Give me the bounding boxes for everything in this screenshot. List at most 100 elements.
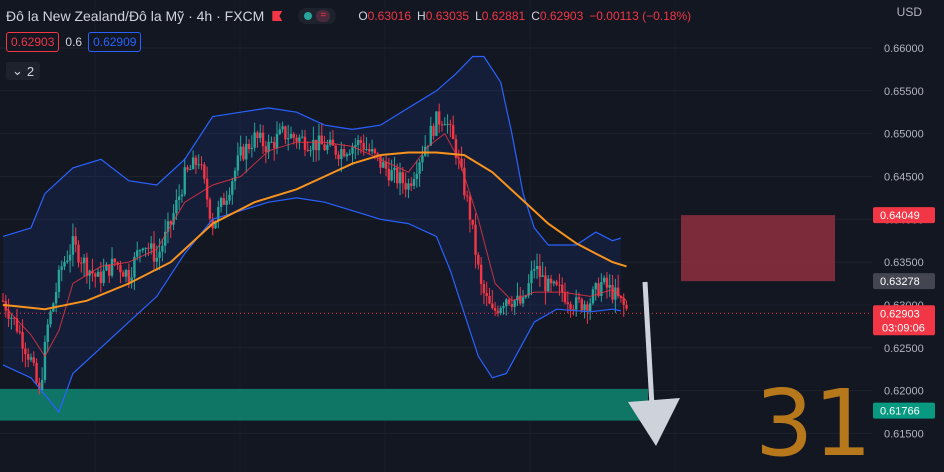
candle-body [177, 196, 181, 201]
candle-body [214, 220, 217, 229]
candle-body [138, 250, 142, 252]
candle-body [549, 278, 553, 284]
candle-body [136, 250, 139, 257]
candle-body [547, 278, 550, 292]
candle-body [91, 270, 94, 274]
candle-body [163, 231, 167, 246]
candle-body [454, 139, 458, 158]
candle-body [468, 196, 472, 220]
candle-body [225, 200, 228, 205]
candle-body [275, 133, 279, 149]
candle-body [264, 146, 268, 152]
candle-body [38, 382, 41, 390]
candle-body [312, 139, 315, 150]
candle-body [337, 154, 340, 160]
candle-body [574, 297, 578, 310]
candle-body [32, 357, 35, 363]
candle-body [524, 295, 528, 298]
candle-body [384, 161, 388, 169]
spread-value: 0.6 [65, 35, 83, 49]
candle-body [172, 213, 175, 225]
candle-body [465, 195, 469, 197]
candle-body [530, 270, 533, 284]
symbol-title[interactable]: Đô la New Zealand/Đô la Mỹ · 4h · FXCM [6, 8, 265, 24]
candle-body [152, 243, 156, 262]
candle-body [580, 299, 583, 311]
candle-body [558, 284, 561, 286]
candle-body [54, 292, 58, 304]
candle-body [110, 258, 114, 276]
candle-body [222, 198, 226, 205]
candle-body [80, 262, 83, 264]
candle-body [108, 264, 111, 276]
candle-body [340, 149, 343, 160]
down-arrow-drawing [628, 281, 680, 446]
candle-body [348, 153, 351, 155]
candle-body [382, 161, 385, 168]
candle-body [625, 304, 628, 309]
candle-body [407, 183, 410, 190]
sell-button[interactable]: 0.62903 [6, 32, 60, 52]
fast-ma-line [2, 132, 627, 358]
candle-body [256, 132, 259, 139]
candle-body [29, 357, 33, 360]
candle-body [342, 149, 346, 157]
candle-body [194, 157, 198, 165]
candle-body [281, 126, 284, 130]
indicators-toggle[interactable]: ⌄ 2 [6, 62, 41, 80]
currency-label[interactable]: USD [896, 5, 922, 19]
candle-body [122, 272, 125, 277]
buy-button[interactable]: 0.62909 [88, 32, 142, 52]
flag-icon[interactable] [272, 11, 283, 21]
candle-body [424, 146, 427, 156]
candle-body [351, 147, 354, 154]
candle-body [435, 111, 438, 136]
candle-body [541, 275, 544, 277]
candle-body [393, 167, 396, 171]
candle-body [99, 271, 103, 283]
candle-body [49, 311, 52, 325]
candle-body [488, 295, 491, 304]
candle-body [440, 124, 444, 126]
candle-body [18, 331, 21, 333]
candle-body [412, 179, 416, 186]
market-status-pill[interactable]: = [298, 8, 337, 24]
y-tick-label: 0.62500 [884, 343, 924, 355]
price-label-text: 0.62903 [880, 308, 920, 320]
price-label-badge [873, 273, 935, 290]
candle-body [614, 287, 617, 300]
candle-body [496, 310, 500, 314]
candle-body [519, 295, 522, 304]
candle-body [619, 295, 623, 299]
candle-body [46, 324, 49, 342]
candle-body [513, 300, 516, 307]
candle-body [410, 183, 413, 186]
price-label-text: 0.61766 [880, 406, 920, 418]
candle-body [289, 134, 293, 139]
candle-body [186, 167, 189, 170]
candle-body [191, 157, 195, 170]
candle-body [421, 155, 424, 163]
candle-body [521, 297, 525, 304]
candle-body [286, 138, 290, 140]
ohlc-values: O0.63016 H0.63035 L0.62881 C0.62903 −0.0… [358, 9, 692, 23]
candle-body [7, 310, 10, 319]
candle-body [239, 146, 242, 156]
candle-body [300, 136, 304, 138]
candle-body [203, 164, 206, 179]
y-tick-label: 0.65000 [884, 129, 924, 141]
countdown-text: 03:09:06 [882, 322, 925, 334]
candle-body [432, 125, 435, 136]
candle-body [250, 147, 254, 149]
candle-body [200, 164, 203, 166]
candle-body [57, 269, 61, 293]
price-axis: 0.660000.655000.650000.645000.640000.635… [872, 0, 944, 472]
candle-body [588, 303, 592, 311]
candle-body [510, 303, 514, 307]
candle-body [482, 283, 486, 294]
candle-body [166, 221, 170, 232]
candle-body [415, 173, 419, 180]
candle-body [113, 258, 117, 263]
candle-body [373, 149, 377, 154]
